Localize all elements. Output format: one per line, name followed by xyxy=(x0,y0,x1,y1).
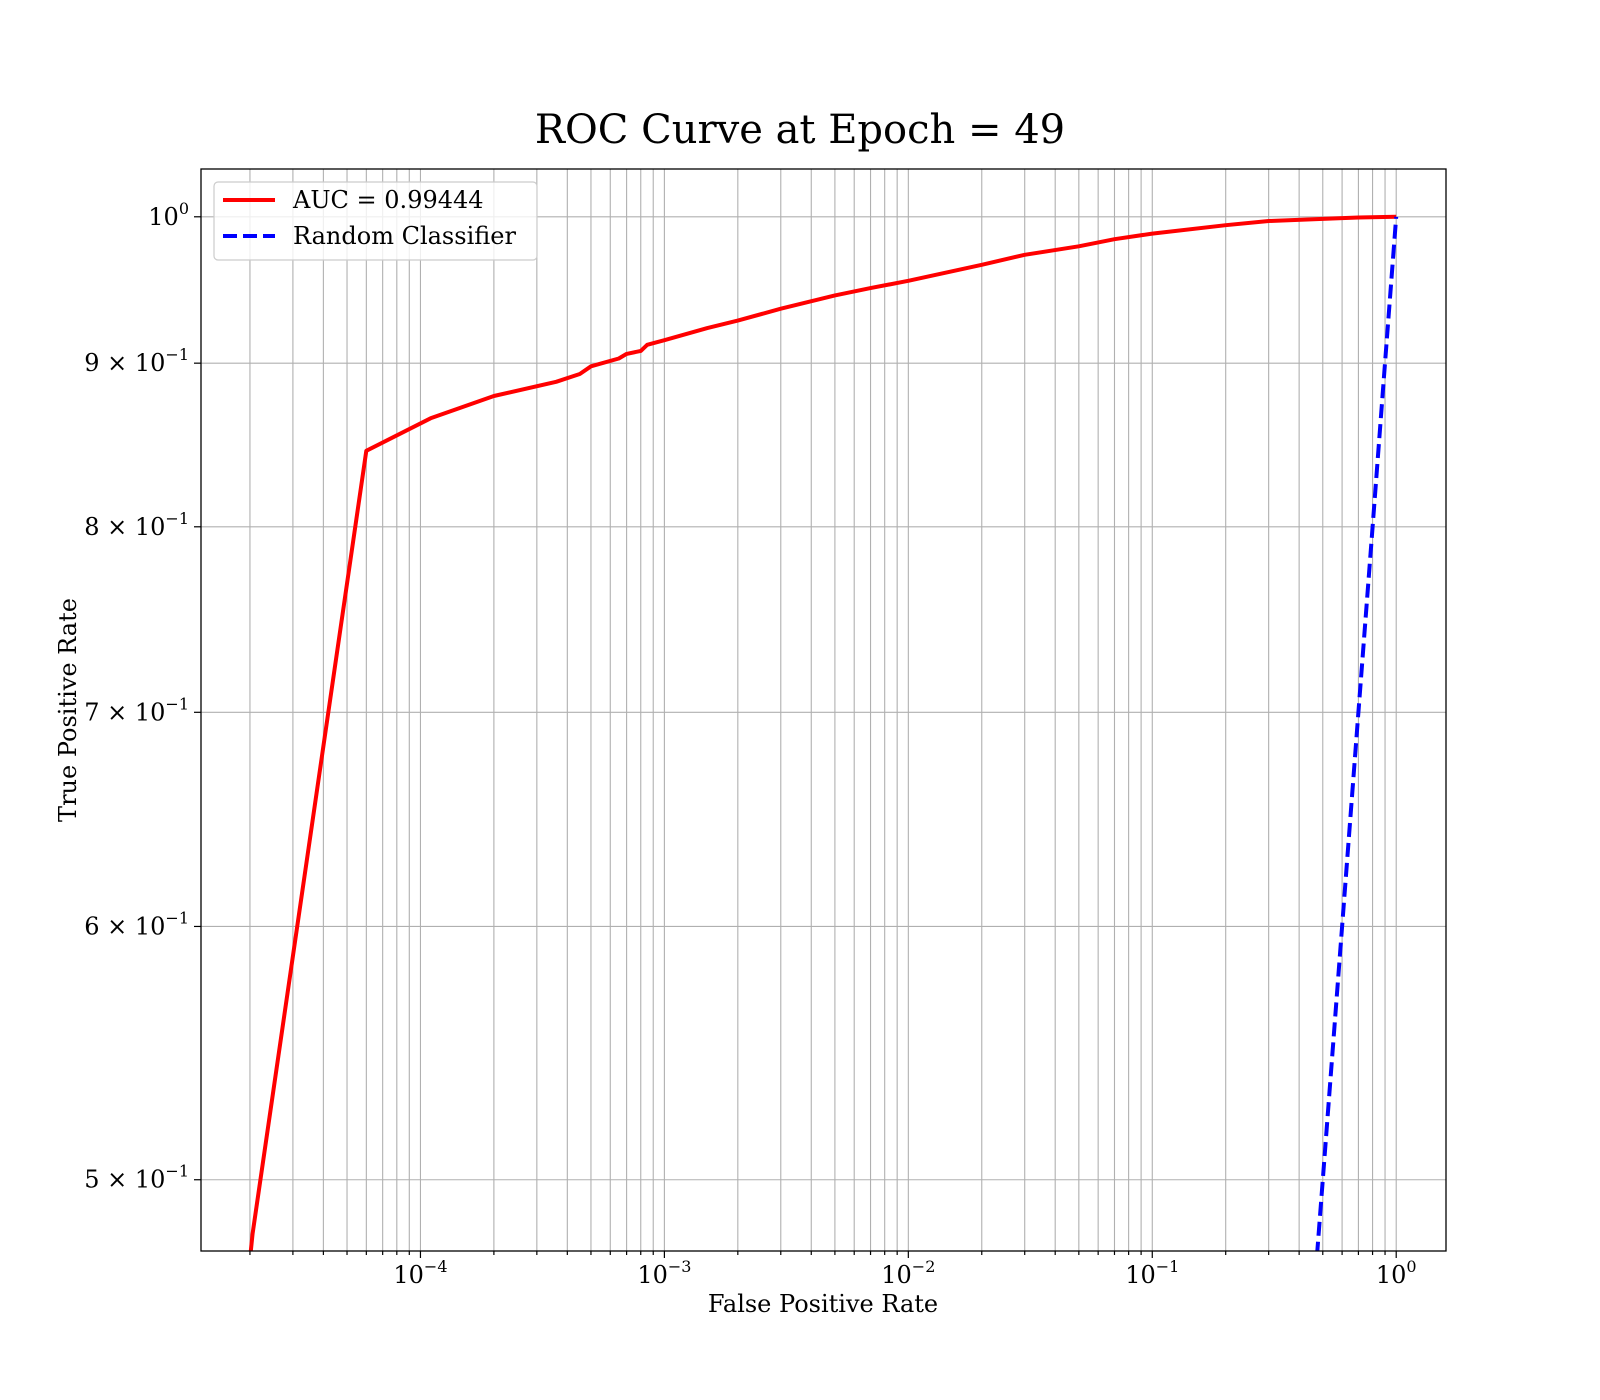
y-gridlines xyxy=(201,216,1446,1181)
x-tick-label: 10−2 xyxy=(881,1257,935,1289)
y-axis-label: True Positive Rate xyxy=(54,598,82,822)
x-tick-label: 10−3 xyxy=(637,1257,691,1289)
y-tick-label: 6 × 10−1 xyxy=(84,908,189,940)
x-axis-label: False Positive Rate xyxy=(708,1290,938,1318)
x-tick-label: 100 xyxy=(1376,1257,1417,1289)
x-tick-label: 10−4 xyxy=(393,1257,447,1289)
x-axis-ticks: 10−4 10−3 10−2 10−1 100 xyxy=(249,1251,1417,1289)
random-classifier-line xyxy=(1315,216,1399,1251)
legend-label-random: Random Classifier xyxy=(293,222,516,250)
x-gridlines xyxy=(249,169,1397,1251)
y-tick-label: 8 × 10−1 xyxy=(84,509,189,541)
legend-label-auc: AUC = 0.99444 xyxy=(292,186,484,214)
roc-curve-line xyxy=(248,214,1397,1251)
legend-frame xyxy=(213,181,538,261)
y-tick-label: 100 xyxy=(148,199,189,231)
x-tick-label: 10−1 xyxy=(1125,1257,1179,1289)
y-axis-ticks: 100 9 × 10−1 8 × 10−1 7 × 10−1 6 × 10−1 5 × 1… xyxy=(84,199,201,1194)
y-tick-label: 5 × 10−1 xyxy=(84,1162,189,1194)
plot-frame xyxy=(200,168,1447,1252)
series-layer xyxy=(248,214,1399,1251)
y-tick-label: 9 × 10−1 xyxy=(84,345,189,377)
y-tick-label: 7 × 10−1 xyxy=(84,694,189,726)
legend: AUC = 0.99444 Random Classifier xyxy=(213,181,538,261)
chart-title: ROC Curve at Epoch = 49 xyxy=(535,107,1065,153)
